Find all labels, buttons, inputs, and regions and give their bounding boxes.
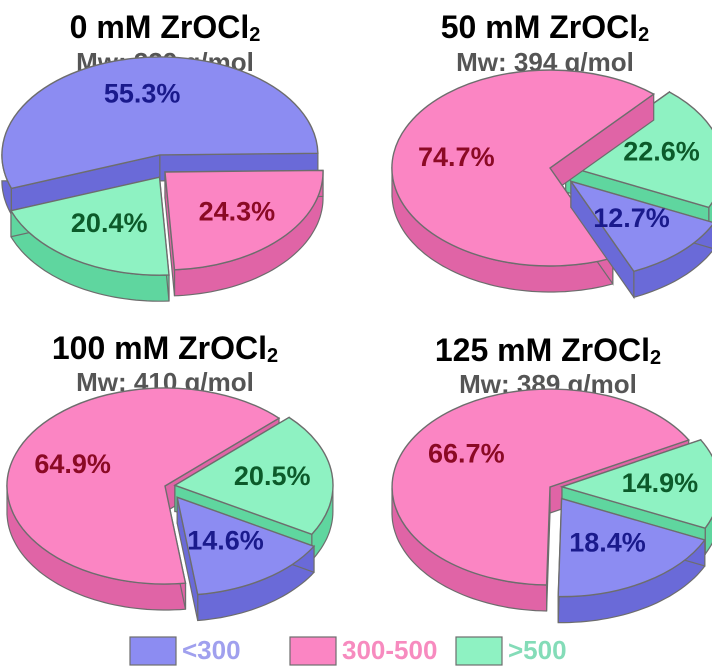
pie-slice-300-500	[164, 169, 324, 297]
pie-slice-top	[176, 496, 316, 596]
pie-data-label-500: 14.9%	[622, 468, 699, 498]
pie-title-subscript: 2	[249, 24, 260, 46]
pie-slice-top	[1, 56, 319, 190]
pie-slice-top	[391, 69, 656, 267]
pie-slice-top	[559, 438, 712, 530]
pie-slice-300	[1, 56, 319, 217]
pie-title: 50 mM ZrOCl2	[441, 9, 650, 46]
legend-label: >500	[508, 635, 567, 665]
pie-data-label-300-500: 24.3%	[199, 196, 276, 226]
pie-title-subscript: 2	[638, 24, 649, 46]
legend-swatch	[455, 636, 503, 666]
legend-item-300-500: 300-500	[289, 635, 437, 666]
pie-data-label-300: 12.7%	[593, 203, 670, 233]
pie-title-text: 125 mM ZrOCl	[435, 332, 650, 368]
pie-slice-300	[557, 497, 706, 624]
legend-item-300: <300	[129, 635, 241, 666]
pie-slice-top	[564, 91, 712, 209]
legend-item-500: >500	[455, 635, 567, 666]
pie-slice-top	[173, 416, 334, 536]
pie-title-text: 50 mM ZrOCl	[441, 9, 638, 45]
pie-title: 0 mM ZrOCl2	[70, 9, 261, 46]
pie-slice-300	[176, 496, 316, 622]
pie-slice-300-500	[391, 69, 656, 293]
pie-data-label-300-500: 74.7%	[418, 142, 495, 172]
pie-data-label-500: 20.5%	[234, 461, 311, 491]
pie-data-label-300-500: 64.9%	[34, 449, 111, 479]
pie-title: 100 mM ZrOCl2	[52, 330, 278, 367]
pie-slice-300	[569, 179, 712, 300]
pie-title-text: 0 mM ZrOCl	[70, 9, 250, 45]
pie-title: 125 mM ZrOCl2	[435, 332, 661, 369]
pie-slice-top	[391, 388, 690, 586]
pie-data-label-300: 55.3%	[104, 78, 181, 108]
pie-slice-top	[6, 387, 281, 585]
pie-data-label-300-500: 66.7%	[428, 439, 505, 469]
pie-data-label-300: 14.6%	[187, 525, 264, 555]
pie-title-subscript: 2	[267, 345, 278, 367]
legend: <300 300-500 >500	[129, 635, 567, 666]
pie-data-label-300: 18.4%	[569, 528, 646, 558]
legend-label: 300-500	[342, 635, 437, 665]
legend-swatch	[129, 636, 177, 666]
legend-label: <300	[182, 635, 241, 665]
legend-swatch	[289, 636, 337, 666]
pie-slice-500	[9, 176, 170, 302]
pie-slice-top	[9, 176, 170, 276]
pie-title-text: 100 mM ZrOCl	[52, 330, 267, 366]
pie-slice-top	[557, 497, 706, 598]
pie-title-subscript: 2	[650, 347, 661, 369]
pie-data-label-500: 20.4%	[71, 208, 148, 238]
pie-slice-top	[164, 169, 324, 271]
pie-data-label-500: 22.6%	[623, 136, 700, 166]
